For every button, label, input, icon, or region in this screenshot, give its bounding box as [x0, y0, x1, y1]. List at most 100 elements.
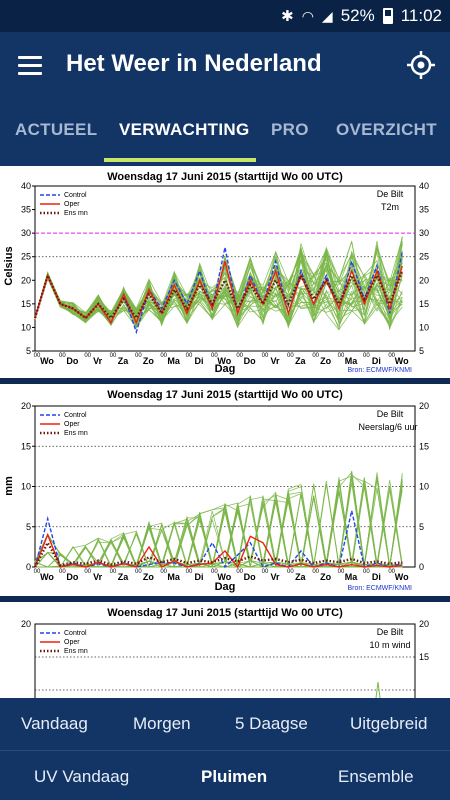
legend-oper: Oper	[64, 201, 80, 208]
y-tick-label: 30	[419, 228, 429, 238]
nav-uv-vandaag[interactable]: UV Vandaag	[34, 767, 130, 786]
ensemble-member	[34, 236, 403, 328]
y-tick-label: 10	[419, 482, 429, 492]
day-marker: 00	[363, 353, 370, 359]
status-icons: ✱ ◠ ◢ 52% 11:02	[281, 6, 442, 26]
day-marker: 00	[84, 569, 91, 575]
y-tick-labels-right: 40 35 30 25 20 15 10 5	[419, 181, 429, 356]
day-marker: 00	[135, 353, 142, 359]
legend-control: Control	[64, 630, 87, 637]
y-tick-label: 25	[21, 252, 31, 262]
day-label: Ma	[167, 356, 180, 366]
y-tick-label: 0	[419, 562, 424, 572]
day-marker: 00	[160, 569, 167, 575]
day-label: Di	[372, 356, 381, 366]
nav-morgen[interactable]: Morgen	[133, 714, 191, 733]
series-lines	[33, 510, 403, 569]
day-marker: 00	[186, 353, 193, 359]
day-label: Wo	[217, 356, 231, 366]
day-marker: 00	[312, 569, 319, 575]
series-ens-mn	[33, 270, 404, 321]
ensemble-member	[34, 473, 403, 568]
day-label: Ma	[345, 356, 358, 366]
gridlines	[32, 405, 415, 568]
wifi-icon: ◠	[301, 7, 314, 24]
legend: Control Oper Ens mn	[40, 412, 88, 437]
wind-plume-chart: Woensdag 17 Juni 2015 (starttijd Wo 00 U…	[0, 602, 450, 698]
y-axis-label: Celsius	[3, 246, 15, 285]
day-marker: 00	[160, 353, 167, 359]
ensemble-member	[34, 243, 403, 329]
day-label: Za	[118, 356, 129, 366]
y-tick-label: 25	[419, 252, 429, 262]
nav-pluimen[interactable]: Pluimen	[201, 767, 268, 786]
day-label: Do	[66, 572, 78, 582]
source-label: Bron: ECMWF/KNMI	[347, 367, 412, 374]
bottom-nav-row-2: UV Vandaag Pluimen Ensemble	[0, 750, 450, 800]
day-marker: 00	[388, 569, 395, 575]
day-marker: 00	[186, 569, 193, 575]
legend: Control Oper Ens mn	[40, 630, 88, 655]
charts-scroll-area[interactable]: Woensdag 17 Juni 2015 (starttijd Wo 00 U…	[0, 166, 450, 698]
day-label: Zo	[320, 356, 331, 366]
signal-icon: ◢	[321, 7, 333, 24]
app-bar: Het Weer in Nederland	[0, 32, 450, 98]
tab-pro[interactable]: PRO	[271, 120, 309, 139]
legend: Control Oper Ens mn	[40, 192, 88, 217]
ensemble-member	[375, 681, 381, 698]
locate-icon[interactable]	[406, 50, 436, 80]
day-marker: 00	[363, 569, 370, 575]
day-label: Di	[195, 356, 204, 366]
variable-label: Neerslag/6 uur	[358, 422, 417, 432]
y-axis-label: mm	[3, 476, 15, 496]
legend-control: Control	[64, 412, 87, 419]
legend-ens-mn: Ens mn	[64, 648, 88, 655]
y-tick-labels-left: 40 35 30 25 20 15 10 5	[21, 181, 31, 356]
y-tick-label: 15	[419, 299, 429, 309]
precipitation-chart-svg: Woensdag 17 Juni 2015 (starttijd Wo 00 U…	[3, 389, 429, 593]
tab-actueel[interactable]: ACTUEEL	[15, 120, 98, 139]
day-label: Wo	[40, 356, 54, 366]
nav-vandaag[interactable]: Vandaag	[21, 714, 88, 733]
day-marker: 00	[84, 353, 91, 359]
y-tick-label: 20	[21, 401, 31, 411]
day-label: Za	[295, 356, 306, 366]
wind-chart-svg: Woensdag 17 Juni 2015 (starttijd Wo 00 U…	[21, 607, 429, 698]
day-marker: 00	[59, 569, 66, 575]
y-tick-label: 20	[21, 275, 31, 285]
bottom-nav-row-1: Vandaag Morgen 5 Daagse Uitgebreid	[0, 698, 450, 750]
series-lines	[33, 247, 404, 335]
tab-verwachting[interactable]: VERWACHTING	[119, 120, 250, 139]
y-tick-label: 0	[26, 562, 31, 572]
y-tick-label: 5	[26, 522, 31, 532]
tab-overzicht[interactable]: OVERZICHT	[336, 120, 437, 139]
hamburger-menu-icon[interactable]	[18, 56, 42, 76]
day-label: Do	[244, 356, 256, 366]
nav-uitgebreid[interactable]: Uitgebreid	[350, 714, 428, 733]
plot-frame	[34, 185, 416, 352]
day-label: Do	[66, 356, 78, 366]
temperature-plume-chart: Woensdag 17 Juni 2015 (starttijd Wo 00 U…	[0, 166, 450, 378]
battery-icon	[382, 8, 393, 24]
legend-oper: Oper	[64, 639, 80, 646]
series-ens-mn	[33, 540, 403, 568]
y-tick-label: 20	[419, 275, 429, 285]
day-label: Vr	[93, 356, 103, 366]
day-label: Zo	[320, 572, 331, 582]
nav-5-daagse[interactable]: 5 Daagse	[235, 714, 308, 733]
chart-title: Woensdag 17 Juni 2015 (starttijd Wo 00 U…	[107, 607, 343, 619]
variable-label: 10 m wind	[369, 640, 410, 650]
day-marker: 00	[262, 569, 269, 575]
day-marker: 00	[287, 353, 294, 359]
y-tick-label: 15	[419, 441, 429, 451]
ensemble-member	[35, 489, 403, 569]
day-marker: 00	[211, 353, 218, 359]
y-tick-label: 10	[21, 322, 31, 332]
variable-label: T2m	[381, 202, 399, 212]
day-marker: 00	[236, 353, 243, 359]
clock: 11:02	[400, 6, 442, 25]
nav-ensemble[interactable]: Ensemble	[338, 767, 414, 786]
day-label: Vr	[270, 356, 280, 366]
